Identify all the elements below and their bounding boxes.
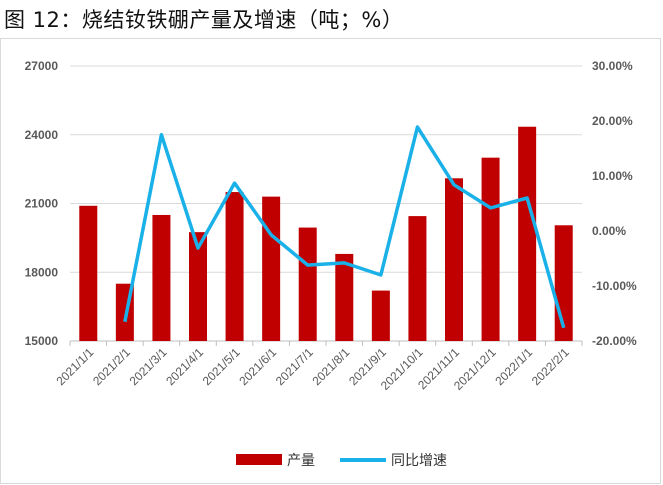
bar-2021/3/1 [152,214,171,341]
x-tick-label: 2021/6/1 [236,345,279,388]
x-tick-label: 2021/5/1 [200,345,243,388]
bar-2022/1/1 [518,126,537,342]
bar-2021/9/1 [371,290,390,341]
bar-2021/6/1 [262,196,281,341]
legend-line-label: 同比增速 [391,453,447,469]
bar-2021/10/1 [408,216,427,341]
right-tick-label: 0.00% [592,224,626,238]
legend-bar-label: 产量 [287,453,315,469]
x-tick-label: 2021/7/1 [273,345,316,388]
x-tick-label: 2021/3/1 [127,345,170,388]
right-tick-label: -10.00% [592,279,637,293]
right-tick-label: 10.00% [592,169,633,183]
figure-title: 图 12：烧结钕铁硼产量及增速（吨；%） [4,8,404,32]
left-tick-label: 15000 [25,334,59,348]
right-tick-label: 30.00% [592,59,633,73]
legend-bar-swatch [236,454,282,465]
bar-2021/11/1 [445,178,463,341]
left-tick-label: 27000 [25,59,59,73]
chart-frame [0,38,661,484]
bar-2021/8/1 [335,253,354,341]
left-tick-label: 18000 [25,265,59,279]
x-tick-label: 2021/8/1 [309,345,352,388]
bar-2021/4/1 [189,232,207,341]
left-tick-label: 21000 [25,197,59,211]
right-tick-label: -20.00% [592,334,637,348]
bar-2021/1/1 [79,205,98,341]
x-tick-label: 2022/2/1 [529,345,572,388]
x-tick-label: 2021/1/1 [53,345,96,388]
bar-2021/12/1 [481,157,500,341]
left-tick-label: 24000 [25,128,59,142]
x-tick-label: 2021/4/1 [163,345,206,388]
x-tick-label: 2022/1/1 [492,345,535,388]
right-tick-label: 20.00% [592,114,633,128]
x-tick-label: 2021/2/1 [90,345,133,388]
bar-2021/5/1 [225,192,244,341]
bar-2021/7/1 [298,227,317,341]
